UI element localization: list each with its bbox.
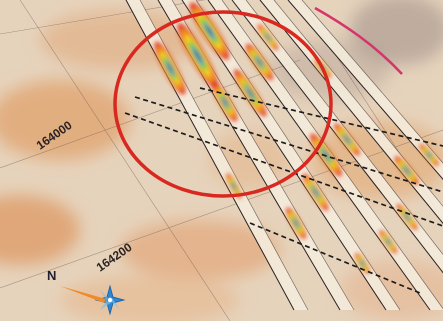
section-panel: [287, 0, 443, 181]
section-panel: [181, 0, 401, 311]
highlight-circle[interactable]: [113, 10, 333, 198]
compass-rose-icon: [60, 284, 126, 316]
profile-dashed-lines: [124, 87, 443, 294]
north-arrow-icon: [60, 286, 106, 303]
north-label: N: [47, 268, 56, 283]
survey-trace-line: [314, 6, 403, 75]
section-panel: [231, 0, 443, 274]
section-panel: [125, 0, 309, 311]
